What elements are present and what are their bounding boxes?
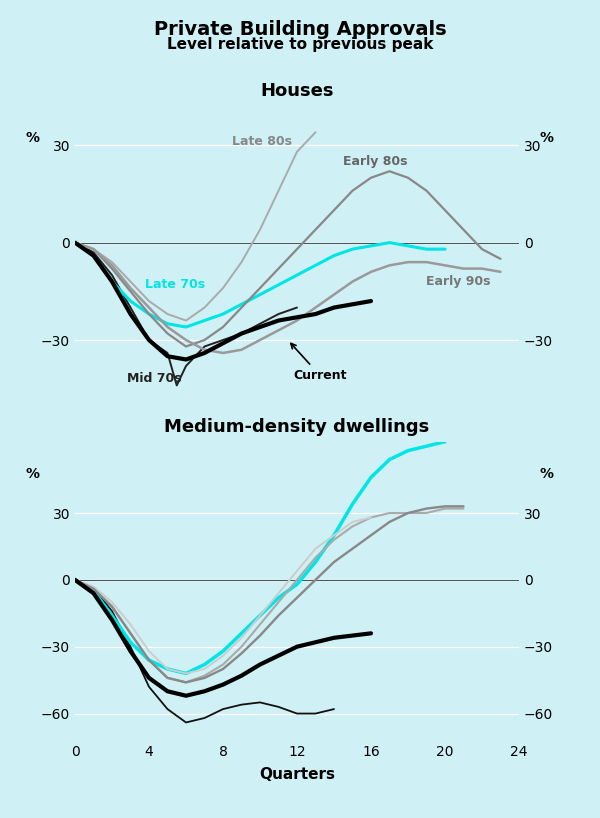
Text: Late 70s: Late 70s — [145, 278, 205, 291]
Text: Mid 70s: Mid 70s — [127, 372, 181, 385]
Text: %: % — [539, 466, 553, 480]
Text: Late 80s: Late 80s — [232, 135, 292, 148]
Text: %: % — [26, 466, 40, 480]
Text: %: % — [26, 131, 40, 145]
Text: Private Building Approvals: Private Building Approvals — [154, 20, 446, 39]
Text: Current: Current — [291, 344, 347, 382]
Text: Houses: Houses — [260, 83, 334, 101]
Text: Medium-density dwellings: Medium-density dwellings — [164, 418, 430, 436]
Text: Early 90s: Early 90s — [427, 275, 491, 288]
Text: Early 80s: Early 80s — [343, 155, 408, 168]
Text: %: % — [539, 131, 553, 145]
X-axis label: Quarters: Quarters — [259, 767, 335, 783]
Text: Level relative to previous peak: Level relative to previous peak — [167, 37, 433, 52]
